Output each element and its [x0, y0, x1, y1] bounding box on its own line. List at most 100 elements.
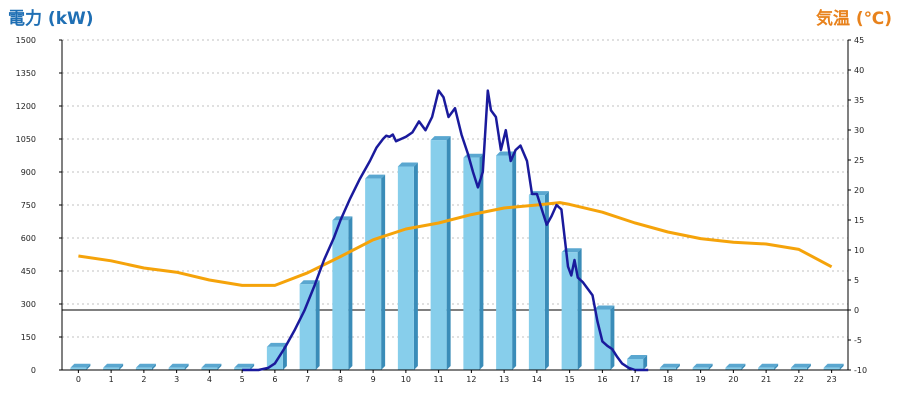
- bar-front: [692, 367, 709, 370]
- left-tick-label: 1200: [16, 102, 36, 111]
- power-line-layer: [242, 89, 649, 372]
- right-tick-label: 10: [854, 246, 864, 255]
- x-tick-label: 1: [109, 375, 114, 384]
- bar-side: [217, 363, 222, 370]
- bar-series: [70, 136, 844, 370]
- bar-side: [413, 162, 418, 370]
- right-tick-label: 0: [854, 306, 859, 315]
- x-tick-label: 3: [174, 375, 179, 384]
- x-tick-label: 23: [827, 375, 837, 384]
- x-tick-label: 19: [696, 375, 706, 384]
- x-tick-label: 21: [761, 375, 771, 384]
- x-tick-label: 16: [597, 375, 607, 384]
- right-tick-label: 25: [854, 156, 864, 165]
- bar-side: [151, 363, 156, 370]
- left-tick-label: 0: [31, 366, 36, 375]
- bar: [365, 174, 386, 370]
- bar-top: [168, 363, 189, 368]
- x-tick-label: 13: [499, 375, 509, 384]
- bar-top: [201, 363, 222, 368]
- axes: [61, 40, 849, 371]
- x-tick-label: 11: [434, 375, 444, 384]
- bar-side: [348, 216, 353, 370]
- bar-front: [758, 367, 775, 370]
- bar: [692, 363, 713, 370]
- temperature-line-layer: [78, 201, 833, 287]
- left-axis-title: 電力 (kW): [8, 8, 94, 29]
- bar-top: [627, 355, 648, 359]
- bar: [758, 363, 779, 370]
- bar-front: [299, 284, 316, 370]
- left-tick-label: 150: [21, 333, 36, 342]
- bar-front: [463, 157, 480, 370]
- bar: [135, 363, 156, 370]
- bar: [561, 248, 582, 370]
- right-tick-label: 30: [854, 126, 864, 135]
- bar-side: [479, 153, 484, 370]
- bar: [528, 191, 549, 370]
- bar: [168, 363, 189, 370]
- bar-side: [315, 280, 320, 370]
- x-tick-label: 9: [371, 375, 376, 384]
- bar: [496, 151, 517, 370]
- bar-top: [725, 363, 746, 368]
- bar-side: [774, 363, 779, 370]
- bar-front: [528, 195, 545, 370]
- bar-side: [86, 363, 91, 370]
- power-line: [242, 89, 649, 372]
- bar: [659, 363, 680, 370]
- bar: [332, 216, 353, 370]
- bar: [725, 363, 746, 370]
- bar: [823, 363, 844, 370]
- bar-front: [201, 367, 218, 370]
- right-tick-label: -5: [854, 336, 862, 345]
- right-tick-label: 45: [854, 36, 864, 45]
- bar: [430, 136, 451, 370]
- bar-top: [135, 363, 156, 368]
- x-tick-label: 10: [401, 375, 411, 384]
- bar-top: [397, 162, 418, 167]
- bar: [201, 363, 222, 370]
- left-tick-label: 750: [21, 201, 36, 210]
- bar-side: [675, 363, 680, 370]
- bar-front: [168, 367, 185, 370]
- bar-front: [790, 367, 807, 370]
- bar-front: [561, 252, 578, 370]
- bar-side: [184, 363, 189, 370]
- right-tick-label: 20: [854, 186, 864, 195]
- bar-front: [365, 178, 382, 370]
- bar-front: [496, 155, 513, 370]
- bar-top: [234, 363, 255, 368]
- bar-side: [577, 248, 582, 370]
- x-tick-label: 20: [728, 375, 738, 384]
- bar-top: [266, 342, 287, 347]
- bar-front: [397, 166, 414, 370]
- bar: [397, 162, 418, 370]
- bar-front: [266, 346, 283, 370]
- bar-top: [430, 136, 451, 141]
- left-tick-label: 600: [21, 234, 36, 243]
- x-tick-label: 22: [794, 375, 804, 384]
- x-tick-label: 7: [305, 375, 310, 384]
- x-tick-label: 8: [338, 375, 343, 384]
- bar-side: [512, 151, 517, 370]
- bar-side: [250, 363, 255, 370]
- bar-front: [823, 367, 840, 370]
- right-tick-label: 40: [854, 66, 864, 75]
- left-tick-label: 450: [21, 267, 36, 276]
- x-tick-label: 4: [207, 375, 212, 384]
- x-tick-label: 6: [272, 375, 277, 384]
- right-axis-title: 気温 (℃): [815, 8, 892, 29]
- right-tick-label: 5: [854, 276, 859, 285]
- bar-front: [332, 220, 349, 370]
- bar: [627, 355, 648, 370]
- bar-front: [430, 140, 447, 370]
- bar-top: [496, 151, 517, 156]
- bar-top: [692, 363, 713, 368]
- bar-top: [103, 363, 124, 368]
- grid-lines: [62, 39, 848, 338]
- bar-side: [544, 191, 549, 370]
- x-tick-label: 5: [240, 375, 245, 384]
- left-tick-label: 1350: [16, 69, 36, 78]
- bar-front: [135, 367, 152, 370]
